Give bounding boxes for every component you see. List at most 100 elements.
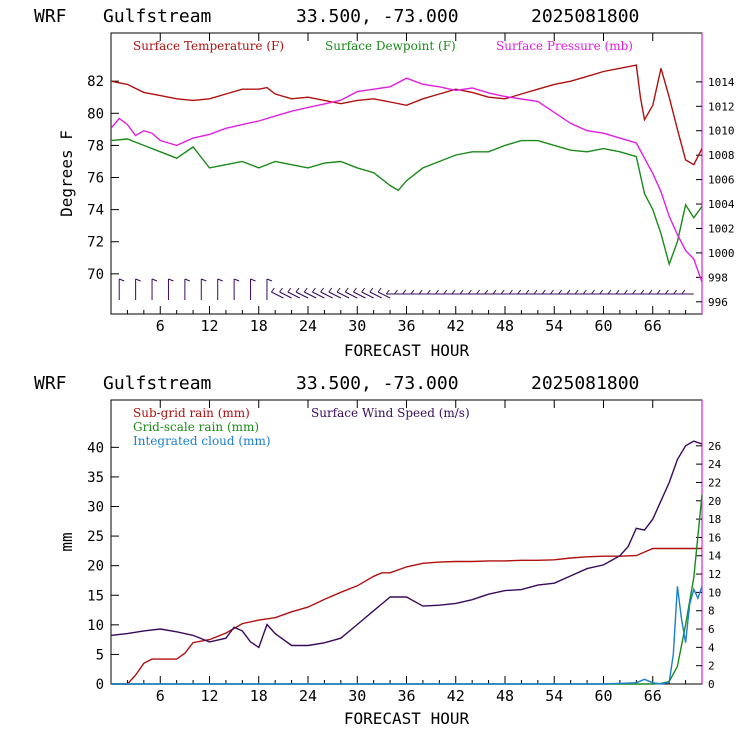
x-tick-label: 54 xyxy=(545,317,563,335)
wind-barb-flag xyxy=(266,278,273,282)
wind-barb-flag xyxy=(320,287,325,293)
x-axis-label: FORECAST HOUR xyxy=(344,341,470,360)
header-init-time: 2025081800 xyxy=(531,6,639,27)
wind-barb-flag xyxy=(500,289,505,295)
y-tick-label: 80 xyxy=(87,106,104,122)
x-tick-label: 18 xyxy=(250,317,268,335)
wind-barb-flag xyxy=(410,289,415,295)
x-axis-label: FORECAST HOUR xyxy=(344,709,470,728)
wind-barb-flag xyxy=(574,289,579,295)
wind-barb-shaft xyxy=(369,291,383,299)
wind-barb-flag xyxy=(353,287,357,293)
plot-frame xyxy=(110,32,703,315)
y2-tick-label: 2 xyxy=(708,660,715,673)
wind-barb-flag xyxy=(233,278,240,282)
chart-panel-2: WRF Gulfstream 33.500, -73.000 2025081800 6 1… xyxy=(34,373,722,728)
series-line-2 xyxy=(110,138,703,267)
wind-barb-shaft xyxy=(320,291,333,299)
y2-tick-label: 996 xyxy=(708,296,728,309)
y2-tick-label: 4 xyxy=(708,641,715,654)
y2-tick-label: 12 xyxy=(708,568,721,581)
y2-tick-label: 10 xyxy=(708,586,721,599)
wind-barb-flag xyxy=(673,289,677,295)
wind-barb-flag xyxy=(250,278,256,282)
x-tick-label: 18 xyxy=(250,687,268,705)
wind-barb-flag xyxy=(312,287,316,293)
wind-barb-shaft xyxy=(303,291,317,299)
y2-tick-label: 0 xyxy=(708,678,715,691)
x-tick-label: 42 xyxy=(447,687,465,705)
wind-barb-flag xyxy=(168,278,174,282)
y-tick-label: 72 xyxy=(87,235,104,251)
wind-barb-flag xyxy=(591,289,595,295)
x-tick-label: 66 xyxy=(644,687,662,705)
y2-tick-label: 1008 xyxy=(708,149,735,162)
wind-barb-flag xyxy=(135,278,141,282)
y-tick-label: 82 xyxy=(87,74,104,90)
wind-barb-flag xyxy=(402,289,407,295)
wind-barb-flag xyxy=(517,289,522,295)
legend-entry: Surface Pressure (mb) xyxy=(496,39,633,53)
wind-barb-flag xyxy=(394,289,398,295)
series-line-1 xyxy=(110,64,703,166)
wind-barb-flag xyxy=(541,289,546,295)
wind-barb-flag xyxy=(270,287,275,293)
wind-barb-flag xyxy=(550,289,554,295)
chart-panel-1: WRF Gulfstream 33.500, -73.000 2025081800 6 1… xyxy=(34,6,735,360)
wind-barb-flag xyxy=(435,289,439,295)
y2-tick-label: 1004 xyxy=(708,198,735,211)
wind-barb-flag xyxy=(656,289,661,295)
x-tick-label: 36 xyxy=(397,687,415,705)
y2-tick-label: 24 xyxy=(708,458,722,471)
series-line-1 xyxy=(111,547,702,685)
wind-barb-flag xyxy=(648,289,653,295)
wind-barb-flag xyxy=(558,289,563,295)
wind-barb-flag xyxy=(295,287,300,293)
legend-entry: Surface Dewpoint (F) xyxy=(325,39,456,53)
wind-barb-flag xyxy=(151,278,158,282)
x-tick-label: 6 xyxy=(156,317,165,335)
x-tick-label: 54 xyxy=(545,687,563,705)
y2-tick-label: 1010 xyxy=(708,125,735,138)
y2-tick-label: 998 xyxy=(708,271,728,284)
y2-tick-label: 20 xyxy=(708,495,721,508)
wind-barbs xyxy=(118,278,694,300)
wind-barb-flag xyxy=(681,289,686,295)
wind-barb-flag xyxy=(615,289,620,295)
wind-barb-flag xyxy=(303,287,308,293)
y-tick-label: 0 xyxy=(96,677,104,693)
x-tick-label: 6 xyxy=(156,687,165,705)
header-model: WRF xyxy=(34,373,67,394)
x-tick-label: 30 xyxy=(348,317,366,335)
y-tick-label: 15 xyxy=(87,588,104,604)
wind-barb-shaft xyxy=(279,291,292,299)
wind-barb-flag xyxy=(467,289,472,295)
wind-barb-flag xyxy=(476,289,480,295)
legend-entry: Sub-grid rain (mm) xyxy=(133,406,250,420)
x-tick-label: 12 xyxy=(200,687,218,705)
series-line-3 xyxy=(111,586,703,685)
wind-barb-flag xyxy=(336,287,341,293)
y2-tick-label: 1014 xyxy=(708,76,735,89)
wind-barb-shaft xyxy=(287,291,301,299)
y-tick-label: 76 xyxy=(87,171,104,187)
wind-barb-flag xyxy=(533,289,538,295)
legend-entry: Surface Wind Speed (m/s) xyxy=(311,406,470,420)
x-tick-label: 60 xyxy=(594,687,612,705)
header-model: WRF xyxy=(34,6,67,27)
x-tick-label: 60 xyxy=(594,317,612,335)
y2-tick-label: 8 xyxy=(708,605,715,618)
y2-tick-label: 18 xyxy=(708,513,721,526)
y2-tick-label: 1002 xyxy=(708,222,735,235)
wind-barb-shaft xyxy=(377,291,391,299)
y2-tick-label: 1012 xyxy=(708,100,735,113)
wind-barb-flag xyxy=(385,289,390,295)
header-location: Gulfstream xyxy=(103,373,211,394)
x-tick-label: 48 xyxy=(496,687,514,705)
y2-tick-label: 16 xyxy=(708,531,721,544)
wind-barb-shaft xyxy=(328,291,342,299)
series-line-3 xyxy=(110,77,703,283)
wind-barb-shaft xyxy=(345,291,358,299)
wind-barb-flag xyxy=(566,289,571,295)
